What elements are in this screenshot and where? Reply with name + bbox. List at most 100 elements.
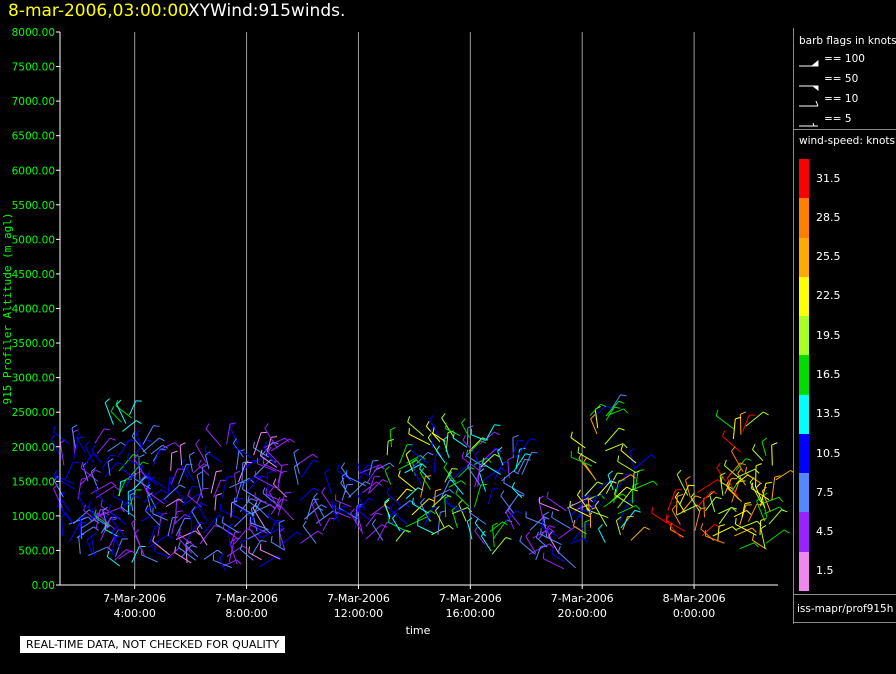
wind-profile: [146, 442, 207, 564]
wind-barb: [504, 494, 519, 514]
wind-barb: [480, 535, 492, 552]
wind-barb-flag: [404, 529, 411, 533]
wind-barb-flag: [264, 423, 269, 429]
wind-barb: [557, 551, 577, 569]
wind-barb-flag: [474, 450, 480, 456]
colorbar-swatch: [799, 316, 809, 356]
wind-barb: [543, 514, 548, 539]
wind-barb: [350, 513, 364, 534]
wind-barb-flag: [280, 470, 287, 473]
wind-barb: [405, 516, 427, 528]
wind-barb-flag: [122, 463, 126, 470]
wind-barb-flag: [372, 459, 379, 462]
wind-barb-flag: [551, 511, 554, 518]
wind-barb-flag: [408, 428, 410, 435]
wind-barb-flag: [54, 470, 57, 477]
wind-barb: [126, 471, 142, 480]
wind-barb: [150, 444, 163, 455]
wind-barb: [83, 510, 96, 521]
wind-barb-flag: [745, 458, 752, 461]
wind-barb-flag: [147, 492, 153, 497]
wind-barb-flag: [763, 411, 769, 416]
wind-barb-flag: [247, 495, 250, 502]
wind-barb: [471, 434, 485, 441]
wind-barb-flag: [467, 425, 474, 429]
wind-barb-flag: [106, 550, 110, 557]
wind-barb-flag: [474, 525, 479, 532]
wind-barb-flag: [600, 403, 607, 408]
wind-barb-flag: [384, 465, 390, 471]
wind-barb-flag: [671, 504, 677, 511]
wind-barb: [742, 414, 750, 432]
wind-barb: [513, 453, 526, 473]
wind-barb: [392, 518, 401, 532]
wind-barb-flag: [685, 475, 691, 481]
wind-barb-flag: [614, 488, 617, 495]
wind-barb-flag: [204, 445, 207, 452]
wind-barb: [173, 514, 186, 526]
wind-barb-flag: [610, 480, 617, 484]
colorbar-swatch: [799, 473, 809, 513]
wind-barb: [80, 467, 99, 482]
wind-barb-flag: [242, 545, 249, 550]
wind-barb-flag: [214, 524, 221, 528]
wind-barb: [221, 522, 240, 534]
wind-barb-flag: [618, 400, 625, 404]
wind-barb-flag: [617, 472, 624, 475]
wind-barb-flag: [412, 458, 418, 463]
wind-barb: [233, 503, 255, 516]
wind-barb-flag: [187, 489, 191, 496]
wind-barb-flag: [198, 521, 205, 524]
wind-barb-flag: [630, 474, 636, 479]
wind-barb-flag: [94, 509, 97, 516]
wind-barb: [278, 531, 286, 550]
wind-barb-flag: [665, 514, 668, 521]
wind-barb: [557, 526, 576, 540]
wind-barb-flag: [618, 427, 625, 431]
wind-barb-flag: [84, 440, 90, 447]
wind-barb-flag: [270, 535, 273, 542]
wind-profile: [482, 434, 538, 530]
barb-100-label: == 100: [824, 53, 865, 65]
wind-barb-flag: [735, 416, 742, 420]
wind-barb-flag: [226, 475, 233, 478]
wind-barb: [485, 424, 495, 442]
wind-barb: [262, 492, 281, 508]
y-tick-label: 4000.00: [12, 304, 55, 316]
wind-barb-flag: [142, 461, 149, 465]
wind-barb: [111, 531, 121, 549]
wind-barb: [234, 446, 252, 458]
wind-barb-flag: [364, 481, 371, 485]
x-axis-label: time: [406, 624, 431, 637]
y-tick-label: 4500.00: [12, 269, 55, 281]
wind-barb-flag: [358, 491, 363, 497]
wind-barb: [775, 469, 791, 481]
wind-barb-flag: [411, 497, 414, 504]
wind-barb: [617, 474, 632, 484]
wind-barb: [439, 480, 450, 501]
wind-barb: [425, 426, 441, 443]
wind-barb: [755, 465, 757, 488]
colorbar-swatch: [799, 198, 809, 238]
wind-barb-flag: [406, 488, 413, 492]
wind-barb: [584, 481, 598, 497]
wind-barb: [251, 540, 261, 556]
wind-barb: [586, 494, 602, 506]
wind-barb-flag: [482, 457, 485, 464]
wind-barb-flag: [174, 546, 177, 553]
wind-barb: [247, 475, 262, 492]
wind-barb: [461, 422, 470, 438]
y-tick-label: 3500.00: [12, 338, 55, 350]
wind-barb-flag: [784, 529, 790, 534]
wind-barb: [368, 476, 375, 494]
wind-barb: [429, 419, 441, 439]
wind-barb: [741, 503, 746, 518]
wind-barb: [167, 478, 170, 498]
wind-barb-flag: [582, 509, 589, 512]
wind-barb: [55, 475, 75, 485]
wind-barb-flag: [336, 464, 340, 471]
wind-barb: [736, 520, 758, 530]
wind-barb: [420, 502, 431, 523]
wind-barb: [280, 531, 297, 547]
wind-barb: [605, 406, 615, 421]
